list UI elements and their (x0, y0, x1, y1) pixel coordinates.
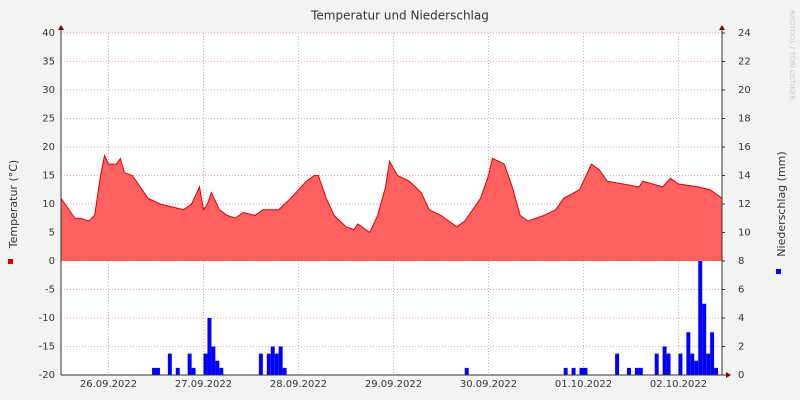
precipitation-bar (710, 332, 715, 375)
temperature-area (61, 155, 722, 261)
precipitation-bar (155, 367, 160, 375)
y2-tick-label: 12 (738, 199, 751, 210)
x-tick-label: 28.09.2022 (270, 379, 327, 390)
precipitation-bar (282, 367, 287, 375)
precipitation-bar (714, 367, 719, 375)
precipitation-bar (583, 367, 588, 375)
precipitation-bar (215, 360, 220, 375)
y2-tick-label: 6 (738, 285, 744, 296)
precipitation-bar (615, 353, 620, 375)
y2-axis-label: Niederschlag (mm) (775, 151, 788, 256)
y2-tick-label: 18 (738, 114, 751, 125)
y-tick-label: 40 (42, 28, 55, 39)
y-tick-label: 10 (42, 199, 55, 210)
precipitation-bar (152, 367, 156, 375)
precipitation-bar (694, 360, 699, 375)
precipitation-bar (666, 353, 671, 375)
chart-title: Temperatur und Niederschlag (310, 9, 489, 23)
precipitation-bar (175, 367, 180, 375)
legend-swatch (8, 259, 13, 264)
precipitation-bar (203, 353, 208, 375)
watermark: RRDTOOL / TOBI OETIKER (788, 10, 796, 100)
precipitation-bar (258, 353, 263, 375)
precipitation-bar (678, 353, 683, 375)
y2-tick-label: 20 (738, 85, 751, 96)
y2-tick-label: 16 (738, 142, 751, 153)
y-tick-label: -10 (39, 313, 55, 324)
y-tick-label: 25 (42, 114, 55, 125)
y2-tick-label: 14 (738, 171, 751, 182)
x-tick-label: 02.10.2022 (650, 379, 707, 390)
axes (58, 25, 731, 378)
y-tick-label: 35 (42, 57, 55, 68)
precipitation-bar (571, 367, 576, 375)
precipitation-bar (266, 353, 271, 375)
precipitation-bar (662, 346, 667, 375)
x-tick-label: 29.09.2022 (365, 379, 422, 390)
precipitation-bar (207, 318, 212, 375)
y2-tick-label: 8 (738, 256, 744, 267)
precipitation-bar (191, 367, 196, 375)
y-tick-label: 0 (49, 256, 55, 267)
y-tick-label: -20 (39, 370, 55, 381)
y2-tick-label: 24 (738, 28, 751, 39)
y2-tick-label: 4 (738, 313, 744, 324)
precipitation-bar (211, 346, 216, 375)
precipitation-bar (274, 353, 279, 375)
y-tick-label: 15 (42, 171, 55, 182)
precipitation-bar (270, 346, 275, 375)
y-axis-label: Temperatur (°C) (7, 160, 20, 249)
axis-arrow (58, 25, 64, 30)
precipitation-bar (698, 261, 703, 375)
y2-tick-label: 2 (738, 342, 744, 353)
x-tick-label: 01.10.2022 (555, 379, 612, 390)
x-tick-label: 26.09.2022 (80, 379, 137, 390)
precipitation-bar (278, 346, 283, 375)
precipitation-bar (638, 367, 643, 375)
precipitation-bar (654, 353, 659, 375)
precipitation-bar (706, 353, 711, 375)
precipitation-bar (167, 353, 172, 375)
y2-tick-label: 22 (738, 57, 751, 68)
temperature-line (60, 153, 723, 234)
precipitation-bar (219, 367, 224, 375)
precipitation-bar (464, 367, 469, 375)
plot-layer: -20-15-10-505101520253035400246810121416… (39, 28, 751, 390)
precipitation-bar (563, 367, 568, 375)
y-tick-label: -5 (45, 285, 55, 296)
x-tick-label: 27.09.2022 (175, 379, 232, 390)
precipitation-bar (634, 367, 639, 375)
precipitation-bar (690, 353, 695, 375)
y-tick-label: -15 (39, 342, 55, 353)
precipitation-bar (579, 367, 584, 375)
axis-arrow (719, 25, 725, 30)
y2-tick-label: 0 (738, 370, 744, 381)
y-tick-label: 30 (42, 85, 55, 96)
y2-tick-label: 10 (738, 228, 751, 239)
legend-swatch (776, 269, 781, 274)
y-tick-label: 5 (49, 228, 55, 239)
x-tick-label: 30.09.2022 (460, 379, 517, 390)
precipitation-bar (702, 303, 707, 375)
precipitation-bar (627, 367, 631, 375)
axis-arrow (726, 372, 731, 378)
precipitation-bar (187, 353, 192, 375)
precipitation-bar (686, 332, 691, 375)
y-tick-label: 20 (42, 142, 55, 153)
